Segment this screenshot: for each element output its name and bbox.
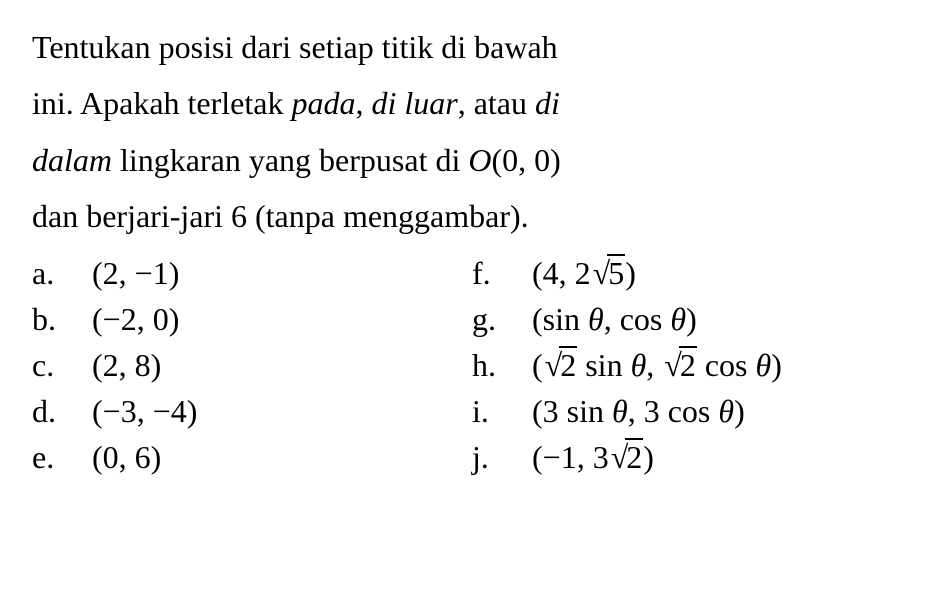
text: ) — [643, 439, 654, 475]
sqrt-icon: 2 — [543, 342, 578, 388]
item-value-g: (sin θ, cos θ) — [532, 296, 697, 342]
theta-symbol: θ — [588, 301, 604, 337]
list-item: b. (−2, 0) — [32, 296, 452, 342]
item-value-d: (−3, −4) — [92, 388, 197, 434]
sqrt-arg: 5 — [607, 254, 625, 291]
intro-italic: dalam — [32, 142, 112, 178]
theta-symbol: θ — [756, 347, 772, 383]
list-item: d. (−3, −4) — [32, 388, 452, 434]
list-item: a. (2, −1) — [32, 250, 452, 296]
intro-line-3: dalam lingkaran yang berpusat di O(0, 0) — [32, 137, 904, 183]
intro-text: ini. Apakah terletak — [32, 85, 291, 121]
intro-italic: di — [535, 85, 560, 121]
text: ) — [686, 301, 697, 337]
text: ) — [734, 393, 745, 429]
item-label-c: c. — [32, 342, 92, 388]
sqrt-arg: 2 — [559, 346, 577, 383]
item-value-h: (2 sin θ, 2 cos θ) — [532, 342, 782, 388]
text: (3 sin — [532, 393, 612, 429]
item-label-b: b. — [32, 296, 92, 342]
items-column-left: a. (2, −1) b. (−2, 0) c. (2, 8) d. (−3, … — [32, 250, 452, 480]
item-value-a: (2, −1) — [92, 250, 179, 296]
sqrt-icon: 2 — [609, 434, 644, 480]
list-item: e. (0, 6) — [32, 434, 452, 480]
list-item: j. (−1, 3 2) — [472, 434, 904, 480]
item-label-d: d. — [32, 388, 92, 434]
text: ) — [771, 347, 782, 383]
item-label-a: a. — [32, 250, 92, 296]
intro-italic: pada — [291, 85, 355, 121]
sqrt-icon: 2 — [662, 342, 697, 388]
theta-symbol: θ — [718, 393, 734, 429]
intro-text: dan berjari-jari 6 (tanpa menggambar). — [32, 198, 529, 234]
item-value-c: (2, 8) — [92, 342, 161, 388]
item-label-g: g. — [472, 296, 532, 342]
theta-symbol: θ — [612, 393, 628, 429]
theta-symbol: θ — [670, 301, 686, 337]
intro-text: , atau — [458, 85, 535, 121]
intro-italic: O — [468, 142, 491, 178]
item-label-e: e. — [32, 434, 92, 480]
theta-symbol: θ — [631, 347, 647, 383]
item-label-f: f. — [472, 250, 532, 296]
list-item: i. (3 sin θ, 3 cos θ) — [472, 388, 904, 434]
intro-line-1: Tentukan posisi dari setiap titik di baw… — [32, 24, 904, 70]
text: (4, 2 — [532, 255, 591, 291]
intro-line-2: ini. Apakah terletak pada, di luar, atau… — [32, 80, 904, 126]
text: , — [646, 347, 662, 383]
text: ( — [532, 347, 543, 383]
intro-text: Tentukan posisi dari setiap titik di baw… — [32, 29, 558, 65]
list-item: h. (2 sin θ, 2 cos θ) — [472, 342, 904, 388]
item-value-f: (4, 2 5) — [532, 250, 636, 296]
text: , 3 cos — [628, 393, 719, 429]
item-label-h: h. — [472, 342, 532, 388]
items-column-right: f. (4, 25) g. (sin θ, cos θ) h. (2 sin θ… — [472, 250, 904, 480]
item-label-j: j. — [472, 434, 532, 480]
text: ) — [625, 255, 636, 291]
text: cos — [697, 347, 756, 383]
sqrt-arg: 2 — [625, 438, 643, 475]
intro-text: , — [355, 85, 371, 121]
list-item: g. (sin θ, cos θ) — [472, 296, 904, 342]
intro-text: (0, 0) — [491, 142, 560, 178]
item-label-i: i. — [472, 388, 532, 434]
text: (−1, 3 — [532, 439, 609, 475]
intro-line-4: dan berjari-jari 6 (tanpa menggambar). — [32, 193, 904, 239]
intro-text: lingkaran yang berpusat di — [112, 142, 468, 178]
text: (sin — [532, 301, 588, 337]
list-item: f. (4, 2 5) — [472, 250, 904, 296]
text: , cos — [604, 301, 671, 337]
sqrt-icon: 5 — [591, 250, 626, 296]
items-container: a. (2, −1) b. (−2, 0) c. (2, 8) d. (−3, … — [32, 250, 904, 480]
list-item: c. (2, 8) — [32, 342, 452, 388]
item-value-b: (−2, 0) — [92, 296, 179, 342]
text: sin — [577, 347, 630, 383]
item-value-e: (0, 6) — [92, 434, 161, 480]
item-value-j: (−1, 3 2) — [532, 434, 654, 480]
intro-italic: di luar — [371, 85, 457, 121]
sqrt-arg: 2 — [679, 346, 697, 383]
item-value-i: (3 sin θ, 3 cos θ) — [532, 388, 745, 434]
